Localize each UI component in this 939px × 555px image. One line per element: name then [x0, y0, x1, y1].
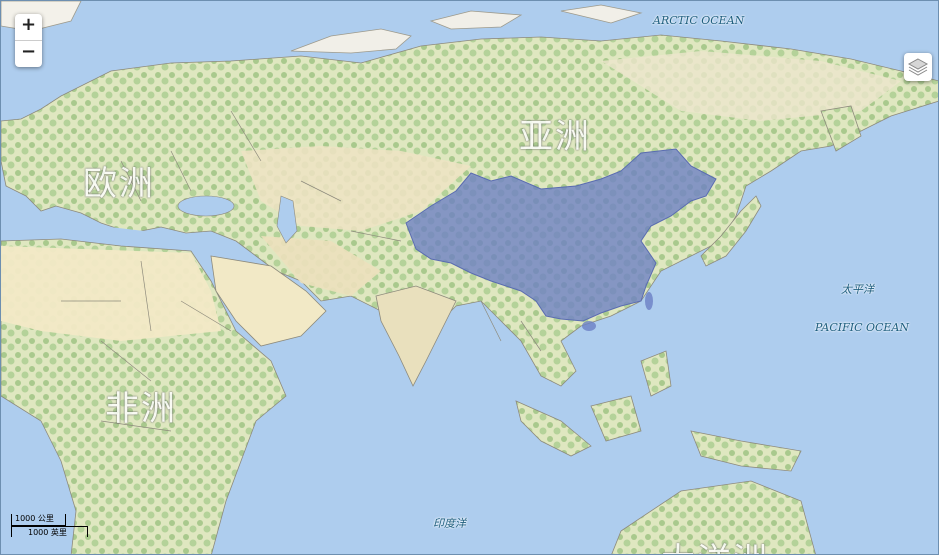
china-highlight — [405, 148, 717, 322]
japan — [700, 195, 762, 267]
australia — [611, 480, 816, 554]
arabia — [210, 255, 327, 347]
siberia-tundra — [601, 51, 901, 121]
caspian-sea — [276, 195, 298, 244]
india — [375, 285, 457, 387]
scale-imperial: 1000 英里 — [11, 526, 88, 537]
layers-icon — [907, 58, 929, 76]
black-sea — [177, 195, 235, 217]
label-arctic-ocean: ARCTIC OCEAN — [653, 14, 745, 27]
southeast-asia-islands — [515, 350, 802, 472]
label-europe: 欧洲 — [83, 164, 155, 204]
steppe-belt — [241, 146, 471, 231]
arctic-islands — [290, 4, 643, 54]
sahara — [1, 246, 221, 341]
label-oceania: 大洋洲 — [661, 533, 769, 554]
hainan — [582, 321, 596, 331]
label-pacific-ocean-en: PACIFIC OCEAN — [815, 321, 910, 334]
zoom-control: + − — [15, 14, 42, 67]
scale-bar: 1000 公里 1000 英里 — [11, 514, 91, 540]
zoom-in-button[interactable]: + — [20, 14, 37, 35]
label-pacific-ocean-cn: 太平洋 — [841, 283, 874, 296]
zoom-out-button[interactable]: − — [15, 40, 42, 67]
label-africa: 非洲 — [105, 389, 177, 429]
kamchatka — [820, 105, 862, 152]
country-borders — [61, 110, 542, 432]
tibet-arabia-dry — [261, 236, 381, 296]
layer-switcher-button[interactable] — [904, 53, 932, 81]
scale-metric: 1000 公里 — [11, 514, 66, 526]
label-asia: 亚洲 — [519, 117, 591, 157]
taiwan — [645, 292, 653, 310]
label-indian-ocean-cn: 印度洋 — [433, 517, 466, 530]
mediterranean — [41, 216, 201, 251]
